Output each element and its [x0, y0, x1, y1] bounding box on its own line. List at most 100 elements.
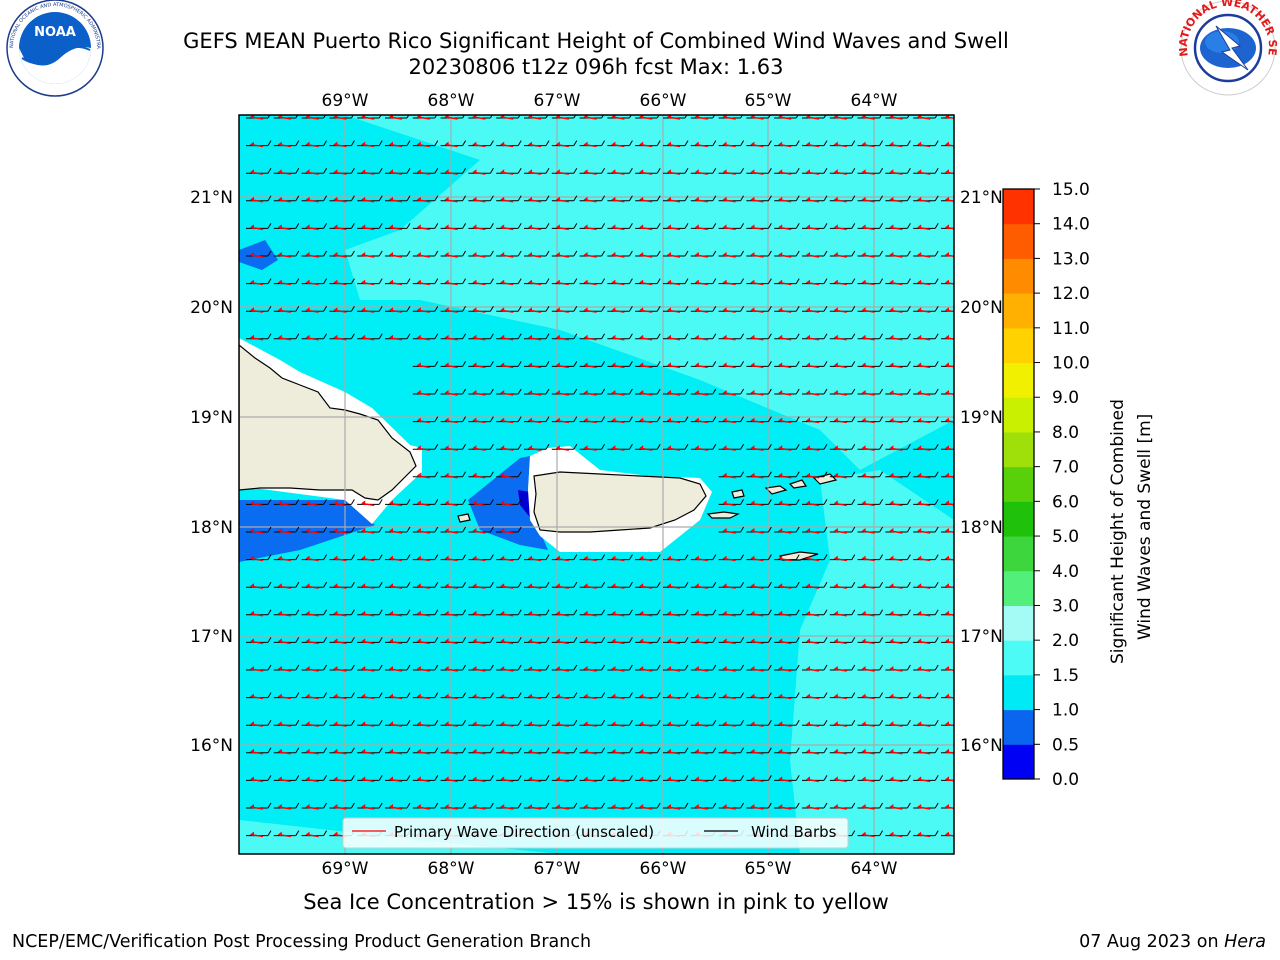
wind-barb-tick [545, 278, 550, 284]
wind-barb-tick [684, 250, 689, 257]
wind-barb-tick [573, 692, 578, 698]
lon-label-top: 65°W [745, 91, 792, 111]
wind-barb-tick [434, 637, 439, 643]
wave-arrow-head [778, 307, 783, 313]
wind-barb-tick [628, 637, 633, 643]
wind-barb-tick [879, 167, 884, 174]
wave-arrow-head [472, 307, 477, 313]
wind-barb-tick [656, 692, 661, 698]
wind-barb-tick [823, 499, 828, 505]
wave-arrow-head [444, 804, 449, 809]
wind-barb-tick [963, 555, 966, 560]
wind-barb-tick [906, 526, 911, 533]
wave-arrow-head [833, 334, 838, 340]
wave-arrow-head [806, 115, 810, 119]
wave-arrow-head [472, 528, 477, 533]
colorbar-tick-label: 13.0 [1052, 249, 1090, 269]
wind-barb-tick [406, 499, 411, 505]
wave-arrow-head [945, 224, 949, 230]
wave-arrow-head [444, 279, 449, 285]
wind-barb-tick [350, 637, 355, 643]
wave-arrow-head [277, 721, 282, 727]
wind-barb-tick [462, 333, 467, 340]
wind-barb-tick [684, 443, 689, 450]
wind-barb-tick [573, 305, 578, 312]
wind-barb-tick [823, 747, 828, 754]
wind-barb-tick [963, 334, 966, 339]
wind-barb-tick [851, 388, 856, 395]
wind-barb-tick [879, 802, 884, 809]
wind-barb-tick [517, 223, 522, 229]
wave-arrow-head [722, 748, 727, 754]
wind-barb-tick [489, 278, 494, 284]
wave-arrow-head [667, 224, 671, 230]
wave-arrow-head [361, 555, 366, 561]
wave-arrow-head [333, 224, 338, 230]
wind-barb-tick [740, 223, 745, 229]
wind-barb-tick [795, 499, 800, 505]
wind-barb-tick [462, 305, 467, 312]
wind-barb-tick [712, 278, 717, 284]
wind-barb-tick [767, 140, 772, 146]
wind-barb-tick [573, 609, 578, 616]
lat-label-right: 18°N [960, 518, 1003, 538]
wind-barb-tick [323, 719, 328, 726]
wind-barb-tick [489, 361, 494, 367]
wave-arrow-head [361, 693, 366, 699]
wave-arrow-head [528, 115, 532, 119]
wave-arrow-head [917, 196, 922, 202]
wind-barb-tick [267, 278, 272, 284]
wind-barb-tick [489, 802, 494, 809]
wave-arrow-head [806, 638, 810, 644]
wave-arrow-head [305, 583, 310, 589]
wave-arrow-head [889, 666, 894, 671]
wind-barb-tick [712, 250, 717, 257]
wave-arrow-head [611, 610, 616, 616]
wind-barb-tick [795, 554, 800, 560]
wind-barb-tick [378, 526, 383, 533]
chart-title: GEFS MEAN Puerto Rico Significant Height… [183, 29, 1009, 53]
wind-barb-tick [378, 499, 383, 505]
wind-barb-tick [323, 554, 328, 560]
wave-arrow-head [806, 666, 810, 671]
wave-arrow-head [277, 224, 282, 230]
wave-arrow-head [389, 583, 393, 589]
wind-barb-tick [489, 250, 494, 257]
wind-barb-tick [740, 471, 745, 478]
wave-arrow-head [416, 196, 421, 202]
wind-barb-tick [601, 637, 606, 643]
wave-arrow-head [861, 638, 866, 644]
wind-barb-tick [489, 692, 494, 698]
wave-arrow-head [750, 115, 755, 119]
wave-arrow-head [806, 776, 810, 782]
wave-arrow-head [889, 445, 894, 451]
wave-arrow-head [889, 804, 894, 809]
wind-barb-tick [545, 581, 550, 588]
wind-barb-tick [851, 526, 856, 533]
wave-arrow-head [361, 279, 366, 285]
wind-barb-tick [628, 333, 633, 340]
wind-barb-tick [906, 167, 911, 174]
wave-arrow-head [889, 307, 894, 313]
wind-barb-tick [489, 223, 494, 229]
wind-barb-tick [906, 195, 911, 202]
wave-arrow-head [889, 610, 894, 616]
colorbar-segment [1003, 189, 1034, 225]
wave-arrow-head [444, 666, 449, 671]
wave-arrow-head [333, 307, 338, 313]
map-legend: Primary Wave Direction (unscaled) Wind B… [342, 817, 849, 849]
wind-barb-tick [434, 223, 439, 229]
wave-arrow-head [277, 610, 282, 616]
wind-barb-tick [267, 305, 272, 312]
wind-barb-tick [378, 554, 383, 560]
wind-barb-tick [295, 609, 300, 616]
wind-barb-tick [323, 581, 328, 588]
wave-arrow-head [750, 693, 755, 699]
wind-barb-tick [684, 719, 689, 726]
wave-arrow-head [667, 307, 671, 313]
wave-arrow-head [833, 804, 838, 809]
wind-barb-tick [628, 775, 633, 781]
wave-arrow-head [945, 528, 949, 533]
wave-arrow-head [889, 362, 894, 368]
wave-arrow-head [889, 224, 894, 230]
